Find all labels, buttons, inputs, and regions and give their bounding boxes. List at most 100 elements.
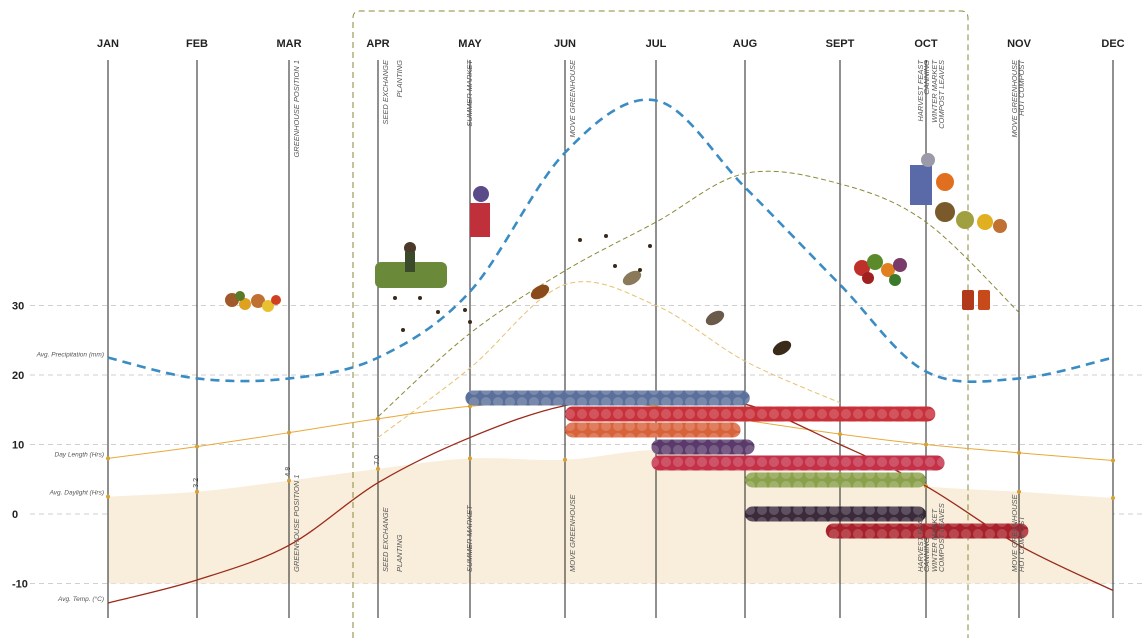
insect-illustration [705, 310, 725, 326]
compost-pile [956, 211, 974, 229]
harvest-bar-texture [465, 390, 750, 406]
harvest-bar-texture [825, 523, 1029, 539]
series-point [1017, 450, 1021, 455]
y-tick-label: -10 [12, 579, 28, 591]
compost-pile [993, 219, 1007, 233]
insect-illustration [622, 270, 642, 286]
series-line [107, 98, 1114, 384]
series-point [924, 442, 928, 447]
bee-illustration [436, 310, 440, 314]
compost-pile [977, 214, 993, 230]
insect-illustration [772, 340, 792, 356]
harvest-bar-texture [651, 455, 945, 471]
bee-illustration [463, 308, 467, 312]
growing-season-outline [352, 10, 969, 638]
month-label: MAR [276, 38, 301, 50]
y-tick-labels: 30 20 10 0 -10 [12, 301, 28, 591]
series-point [106, 456, 110, 461]
produce-illustration [271, 295, 281, 305]
event-label-bottom: MOVE GREENHOUSE [568, 493, 577, 572]
harvest-bar-texture [745, 506, 926, 522]
gardener-figure [405, 252, 415, 272]
daylight-area [108, 450, 1113, 584]
event-label-top: COMPOST LEAVES [937, 60, 946, 129]
jar-illustration [962, 290, 974, 310]
event-label-bottom: HOT COMPOST [1017, 515, 1026, 572]
insect-illustration [530, 284, 550, 300]
data-label: 3.2 [193, 478, 200, 488]
produce-illustration [235, 291, 245, 301]
composter-head [921, 153, 935, 167]
secondary-trend-line [377, 170, 1020, 418]
event-label-bottom: CANNING [922, 537, 931, 572]
vegetables-illustration [881, 263, 895, 277]
month-label: JUN [554, 38, 576, 50]
produce-illustration [239, 298, 251, 310]
jar-illustration [978, 290, 990, 310]
bee-illustration [638, 268, 642, 272]
month-label: APR [366, 38, 389, 50]
month-label: NOV [1007, 38, 1032, 50]
month-labels: JAN FEB MAR APR MAY JUN JUL AUG SEPT OCT NOV DEC [97, 38, 1125, 50]
gardener-figure [404, 242, 416, 254]
event-label-top: WINTER MARKET [930, 59, 939, 123]
y-tick-label: 20 [12, 370, 24, 382]
event-label-bottom: WINTER MARKET [930, 508, 939, 572]
series-point [1017, 489, 1021, 494]
data-label: 4.8 [285, 467, 292, 477]
produce-illustration [251, 294, 265, 308]
growing-season-box [352, 10, 969, 638]
event-labels: GREENHOUSE POSITION 1 SEED EXCHANGE PLANTI… [292, 59, 1026, 572]
bee-illustration [468, 320, 472, 324]
event-label-top: MOVE GREENHOUSE [1010, 59, 1019, 138]
harvest-bar-texture [745, 472, 926, 488]
series-point [287, 430, 291, 435]
series-label: Avg. Daylight (Hrs) [49, 490, 104, 497]
bee-illustration [401, 328, 405, 332]
daylight-area-fill [108, 450, 1113, 584]
month-label: JAN [97, 38, 119, 50]
composting-illustration [910, 165, 932, 205]
bee-illustration [418, 296, 422, 300]
vegetables-illustration [889, 274, 901, 286]
event-label-top: SEED EXCHANGE [381, 59, 390, 125]
compost-bucket [936, 173, 954, 191]
series-label: Day Length (Hrs) [55, 451, 105, 458]
event-label-bottom: HARVEST FEAST [916, 509, 925, 572]
series-point [468, 456, 472, 461]
series-point [468, 404, 472, 409]
month-label: DEC [1101, 38, 1124, 50]
month-label: JUL [646, 38, 667, 50]
bee-illustration [648, 244, 652, 248]
bee-illustration [604, 234, 608, 238]
harvest-bar-texture [651, 439, 755, 455]
harvest-bars [465, 390, 1029, 539]
series-point [838, 432, 842, 437]
month-label: AUG [733, 38, 757, 50]
vegetables-illustration [862, 272, 874, 284]
secondary-trend-line [377, 281, 841, 438]
event-label-top: PLANTING [395, 60, 404, 98]
event-label-top: GREENHOUSE POSITION 1 [292, 60, 301, 158]
farmer-hat [473, 186, 489, 202]
series-point [376, 416, 380, 421]
series-label: Avg. Precipitation (mm) [36, 352, 104, 359]
series-point [1111, 496, 1115, 501]
event-label-bottom: SEED EXCHANGE [381, 506, 390, 572]
harvest-bar-texture [565, 406, 936, 422]
event-label-top: SUMMER MARKET [465, 59, 474, 127]
data-label: 7.0 [374, 455, 381, 465]
event-label-bottom: GREENHOUSE POSITION 1 [292, 474, 301, 572]
vegetables-illustration [854, 260, 870, 276]
series-point [1111, 458, 1115, 463]
event-label-bottom: PLANTING [395, 534, 404, 572]
event-label-bottom: SUMMER MARKET [465, 504, 474, 572]
produce-illustration [262, 300, 274, 312]
y-tick-label: 10 [12, 440, 24, 452]
vegetables-illustration [893, 258, 907, 272]
y-tick-label: 0 [12, 509, 18, 521]
y-tick-label: 30 [12, 301, 24, 313]
month-label: FEB [186, 38, 208, 50]
series-label: Avg. Temp. (°C) [57, 595, 104, 603]
farmer-illustration [470, 203, 490, 237]
